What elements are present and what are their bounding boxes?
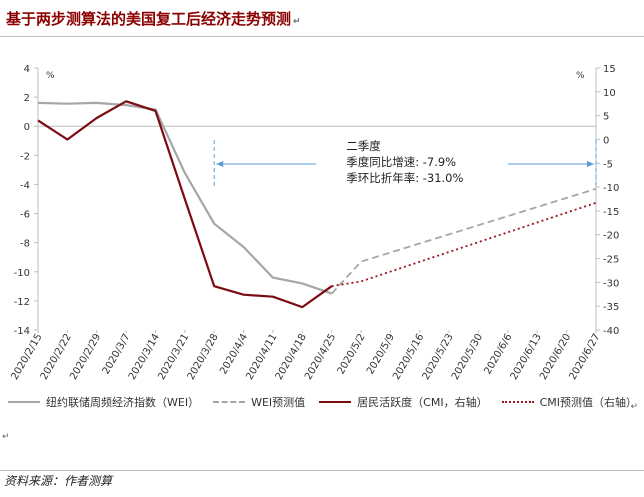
x-axis-tick-label: 2020/5/2 [336, 332, 368, 376]
right-axis-tick-label: 5 [603, 112, 609, 123]
arrow-left-icon [216, 161, 224, 167]
arrow-right-icon [587, 161, 594, 167]
legend-item: CMI预测值（右轴） [501, 394, 637, 410]
legend-item: 纽约联储周频经济指数（WEI） [8, 394, 199, 410]
left-axis-tick-label: -6 [20, 210, 30, 221]
source-note: 资料来源：作者测算 [4, 474, 113, 488]
left-axis-tick-label: -8 [20, 239, 30, 250]
right-axis-tick-label: -35 [603, 302, 619, 313]
left-axis-tick-label: -4 [20, 180, 30, 191]
chart-legend: 纽约联储周频经济指数（WEI） WEI预测值 居民活跃度（CMI，右轴） CMI预测值… [8, 392, 640, 412]
annotation-line-2: 季度同比增速: -7.9% [346, 155, 456, 169]
paragraph-mark-icon: ↵ [293, 17, 301, 27]
legend-label: WEI预测值 [251, 396, 306, 409]
legend-label: 居民活跃度（CMI，右轴） [357, 396, 488, 409]
right-axis-tick-label: -25 [603, 255, 619, 266]
right-axis-tick-label: 0 [603, 135, 609, 146]
right-axis-tick-label: -5 [603, 159, 613, 170]
series-line-4 [331, 201, 597, 288]
legend-item: 居民活跃度（CMI，右轴） [319, 394, 488, 410]
x-axis-tick-label: 2020/6/27 [567, 332, 602, 382]
left-axis-tick-label: 2 [24, 93, 30, 104]
annotation-line-1: 二季度 [346, 139, 381, 153]
left-axis-tick-label: -10 [14, 268, 30, 279]
right-axis-tick-label: -30 [603, 278, 619, 289]
right-axis-tick-label: 10 [603, 88, 616, 99]
series-line-2 [331, 187, 597, 295]
legend-item: WEI预测值 [213, 394, 305, 410]
x-axis-tick-label: 2020/5/9 [365, 332, 397, 376]
legend-swatch [319, 401, 352, 403]
line-chart: 4 2 0 -2 -4 -6 -8 -10 -12 -14 15 10 5 0 -5 -10 -15 -20 -25… [9, 64, 619, 382]
left-axis-tick-label: -14 [14, 326, 30, 337]
left-axis-unit: % [46, 71, 55, 81]
legend-swatch [8, 401, 40, 403]
header-divider [0, 36, 644, 37]
right-axis-tick-label: -15 [603, 207, 619, 218]
chart-title: 基于两步测算法的美国复工后经济走势预测 ↵ [6, 8, 301, 29]
series-line-3 [37, 100, 333, 309]
left-axis-tick-label: 4 [24, 64, 30, 75]
x-axis-tick-label: 2020/3/7 [101, 332, 133, 376]
right-axis-tick-label: -40 [603, 326, 619, 337]
legend-swatch [501, 401, 534, 403]
right-axis-tick-label: -20 [603, 231, 619, 242]
chart-title-text: 基于两步测算法的美国复工后经济走势预测 [6, 10, 292, 28]
x-axis-tick-label: 2020/4/4 [218, 332, 250, 376]
x-axis-tick-label: 2020/3/28 [186, 332, 221, 382]
left-axis-tick-label: -2 [20, 151, 30, 162]
x-axis-tick-label: 2020/2/29 [68, 332, 103, 382]
legend-swatch [213, 401, 246, 403]
series-line-1 [37, 101, 333, 295]
right-axis-unit: % [576, 71, 585, 81]
paragraph-mark-icon: ↵ [2, 432, 10, 442]
left-axis-tick-label: 0 [24, 122, 30, 133]
x-axis-tick-label: 2020/4/25 [303, 332, 338, 382]
right-axis-tick-label: 15 [603, 64, 616, 75]
right-axis-tick-label: -10 [603, 183, 619, 194]
legend-label: CMI预测值（右轴） [539, 396, 637, 409]
legend-label: 纽约联储周频经济指数（WEI） [46, 396, 200, 409]
left-axis-tick-label: -12 [14, 297, 30, 308]
paragraph-mark-icon: ↵ [630, 402, 638, 412]
x-axis-tick-label: 2020/6/6 [483, 332, 515, 376]
annotation-line-3: 季环比折年率: -31.0% [346, 171, 463, 185]
x-axis-tick-label: 2020/5/30 [450, 332, 485, 382]
footer-divider [0, 470, 644, 471]
